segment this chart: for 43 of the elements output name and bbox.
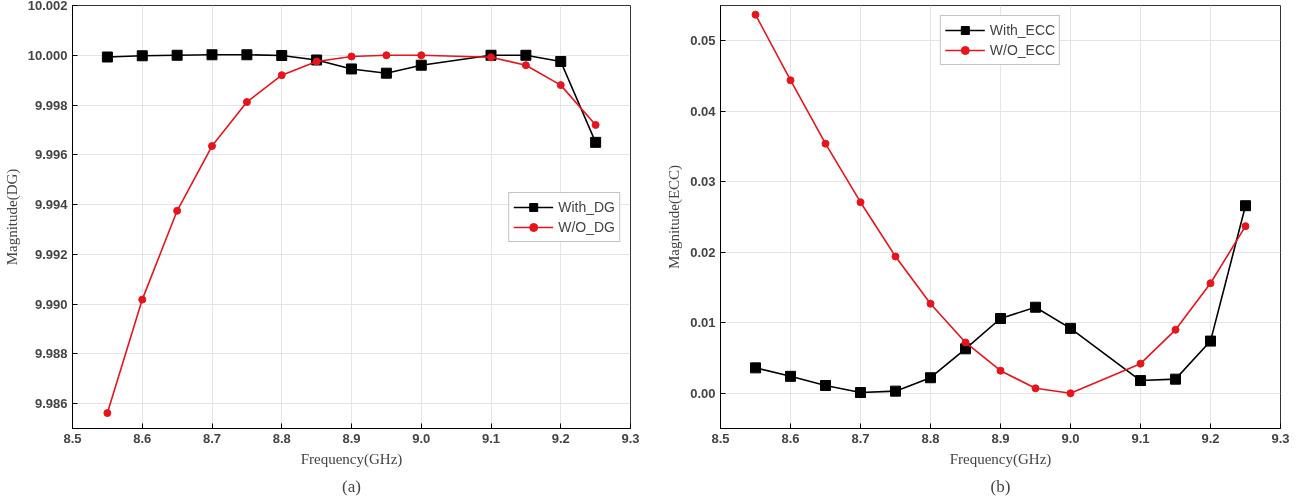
x-tick-label: 9.1 [1131,430,1150,446]
y-tick-label: 9.994 [34,197,69,213]
x-tick-label: 8.7 [851,430,870,446]
y-tick-label: 9.992 [34,246,68,262]
x-tick-label: 8.8 [921,430,940,446]
y-tick-label: 0.03 [690,174,716,190]
y-tick-label: 0.04 [690,103,717,119]
x-tick-label: 9.2 [551,430,570,446]
y-tick-label: 0.00 [690,385,716,401]
legend-label: W/O_DG [558,218,615,235]
y-tick-label: 0.02 [690,244,716,260]
y-tick-label: 9.996 [34,147,68,163]
x-tick-label: 8.6 [781,430,800,446]
y-tick-label: 10.000 [27,47,68,63]
x-axis-title: Frequency(GHz) [949,450,1052,468]
x-tick-label: 8.6 [133,430,152,446]
y-tick-label: 0.05 [690,33,716,49]
y-tick-label: 10.002 [27,0,68,13]
x-axis-title: Frequency(GHz) [300,450,403,468]
x-tick-label: 9.0 [1061,430,1080,446]
y-tick-label: 9.990 [34,296,68,312]
text: (b) [990,476,1011,496]
x-tick-label: 9.1 [481,430,501,446]
y-tick-label: 9.988 [34,346,68,362]
y-axis-title: Magnitude(DG) [3,168,21,266]
x-tick-label: 8.5 [711,430,730,446]
legend-label: With_ECC [989,22,1056,38]
x-tick-label: 9.3 [1271,430,1290,446]
x-tick-label: 8.8 [272,430,291,446]
x-tick-label: 8.5 [63,430,82,446]
legend-label: W/O_ECC [989,42,1056,58]
y-axis-title: Magnitude(ECC) [666,164,684,270]
y-tick-label: 0.01 [690,315,716,331]
x-tick-label: 9.0 [412,430,431,446]
text: (a) [342,476,361,496]
y-tick-label: 9.986 [34,396,68,412]
legend-label: With_DG [558,198,615,215]
x-tick-label: 8.9 [342,430,361,446]
x-tick-label: 8.7 [202,430,222,446]
y-tick-label: 9.998 [34,97,68,113]
x-tick-label: 9.2 [1201,430,1220,446]
x-tick-label: 8.9 [991,430,1010,446]
x-tick-label: 9.3 [621,430,640,446]
